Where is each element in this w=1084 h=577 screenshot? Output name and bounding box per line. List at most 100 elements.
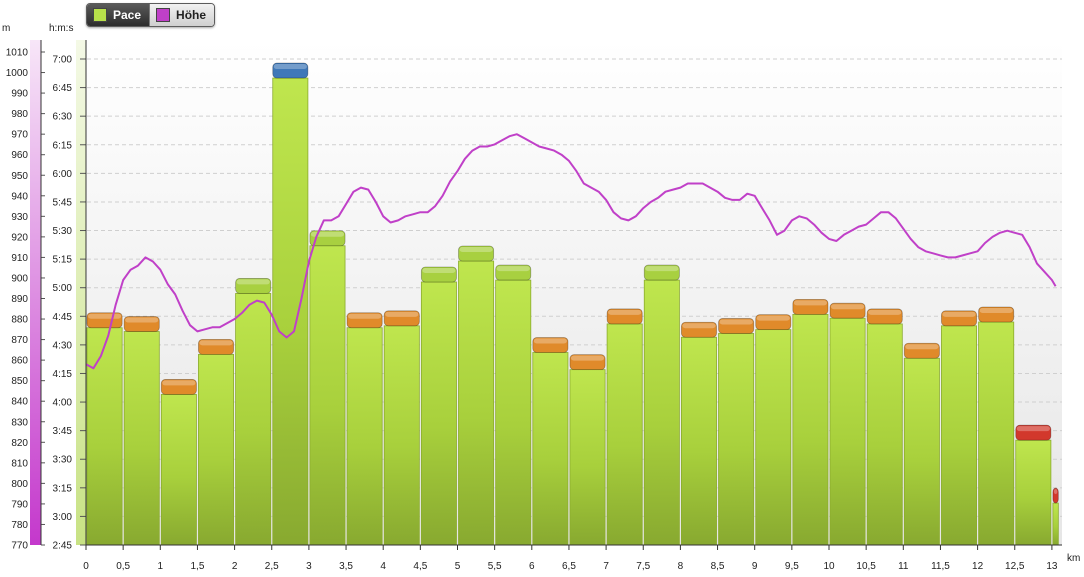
pace-bar (866, 323, 903, 546)
pace-bar (643, 279, 680, 546)
pace-bar-cap-highlight (236, 279, 270, 285)
x-tick-label: 4,5 (413, 561, 427, 572)
legend-label-pace: Pace (113, 8, 142, 22)
pace-bar (235, 293, 272, 546)
pace-bar (309, 245, 346, 546)
pace-bar-cap (383, 310, 420, 327)
pace-tick-label: 4:45 (53, 312, 73, 323)
pace-bar (903, 357, 940, 546)
pace-swatch-icon (93, 8, 107, 22)
pace-bars (86, 62, 1059, 546)
x-tick-label: 2,5 (265, 561, 279, 572)
pace-tick-label: 3:30 (53, 455, 73, 466)
x-tick-label: 5 (455, 561, 461, 572)
pace-bar (532, 352, 569, 546)
pace-bar-cap (978, 306, 1015, 323)
pace-bar-cap-highlight (459, 247, 493, 253)
legend-label-hoehe: Höhe (176, 8, 207, 22)
pace-bar-cap (643, 264, 680, 281)
pace-bar-cap-highlight (199, 340, 233, 346)
pace-bar (755, 329, 792, 546)
pace-bar (383, 325, 420, 546)
x-tick-label: 0,5 (116, 561, 130, 572)
elevation-scale-bar (30, 40, 41, 545)
pace-bar (420, 281, 457, 546)
x-tick-label: 3 (306, 561, 312, 572)
elevation-tick-label: 1010 (6, 48, 29, 59)
x-tick-label: 0 (83, 561, 89, 572)
pace-tick-label: 5:30 (53, 226, 73, 237)
pace-bar (606, 323, 643, 546)
pace-bar-cap-highlight (273, 64, 307, 70)
pace-tick-label: 3:00 (53, 512, 73, 523)
legend-item-hoehe[interactable]: Höhe (149, 4, 215, 26)
elevation-tick-label: 960 (11, 150, 28, 161)
pace-bar-cap (941, 310, 978, 327)
elevation-unit-label: m (2, 23, 11, 34)
elevation-tick-label: 980 (11, 109, 28, 120)
pace-tick-label: 3:15 (53, 483, 73, 494)
elevation-tick-label: 990 (11, 89, 28, 100)
elevation-tick-label: 770 (11, 541, 28, 552)
elevation-tick-label: 880 (11, 315, 28, 326)
pace-tick-label: 4:00 (53, 398, 73, 409)
pace-bar-cap (829, 302, 866, 319)
x-tick-label: 2 (232, 561, 238, 572)
pace-bar-cap-highlight (608, 309, 642, 315)
pace-tick-label: 6:30 (53, 112, 73, 123)
pace-bar-cap (160, 379, 197, 395)
elevation-tick-label: 970 (11, 130, 28, 141)
pace-bar-cap-highlight (422, 267, 456, 273)
pace-bar-cap-highlight (162, 380, 196, 386)
elevation-tick-label: 940 (11, 191, 28, 202)
pace-bar-cap (123, 316, 160, 332)
pace-bar-cap-highlight (496, 266, 530, 272)
pace-tick-label: 6:15 (53, 140, 73, 151)
pace-tick-label: 5:15 (53, 255, 73, 266)
pace-bar-cap-highlight (942, 311, 976, 317)
elevation-tick-label: 840 (11, 397, 28, 408)
pace-bar-cap-highlight (905, 344, 939, 350)
pace-bar-cap (198, 339, 234, 355)
pace-bar (495, 279, 532, 546)
pace-bar-cap (420, 266, 457, 283)
pace-bar-cap-highlight (88, 313, 122, 319)
pace-bar-cap-highlight (570, 355, 605, 361)
pace-bar (829, 317, 866, 546)
elevation-tick-label: 900 (11, 273, 28, 284)
x-tick-label: 3,5 (339, 561, 353, 572)
x-tick-label: 10,5 (856, 561, 876, 572)
elevation-tick-label: 890 (11, 294, 28, 305)
pace-bar (346, 327, 383, 546)
pace-tick-label: 7:00 (53, 55, 73, 66)
x-tick-label: 10 (823, 561, 835, 572)
pace-bar-cap (495, 264, 532, 281)
pace-tick-label: 2:45 (53, 541, 73, 552)
pace-bar (941, 325, 978, 546)
pace-bar-cap-highlight (868, 309, 902, 315)
legend-item-pace[interactable]: Pace (87, 4, 150, 26)
x-tick-label: 6 (529, 561, 535, 572)
pace-bar-cap (606, 308, 643, 325)
pace-tick-label: 6:45 (53, 83, 73, 94)
pace-tick-label: 5:45 (53, 197, 73, 208)
x-tick-label: 8,5 (711, 561, 725, 572)
pace-bar-cap (903, 342, 940, 359)
x-unit-label: km (1067, 553, 1081, 564)
elevation-tick-label: 850 (11, 376, 28, 387)
pace-bar-cap-highlight (1016, 426, 1050, 432)
elevation-tick-label: 920 (11, 232, 28, 243)
elevation-tick-label: 790 (11, 499, 28, 510)
pace-tick-label: 5:00 (53, 283, 73, 294)
x-tick-label: 8 (678, 561, 684, 572)
axes: 2:45 3:00 3:15 3:30 3:45 4:00 4:15 4:30 4:45 5:00… (6, 40, 1062, 572)
pace-bar (681, 336, 717, 546)
pace-bar (123, 331, 160, 546)
elevation-tick-label: 910 (11, 253, 28, 264)
pace-bar-cap-highlight (310, 231, 345, 237)
pace-bar (792, 313, 829, 546)
pace-bar-cap-highlight (793, 300, 827, 306)
x-tick-label: 9,5 (785, 561, 799, 572)
elevation-tick-label: 950 (11, 171, 28, 182)
